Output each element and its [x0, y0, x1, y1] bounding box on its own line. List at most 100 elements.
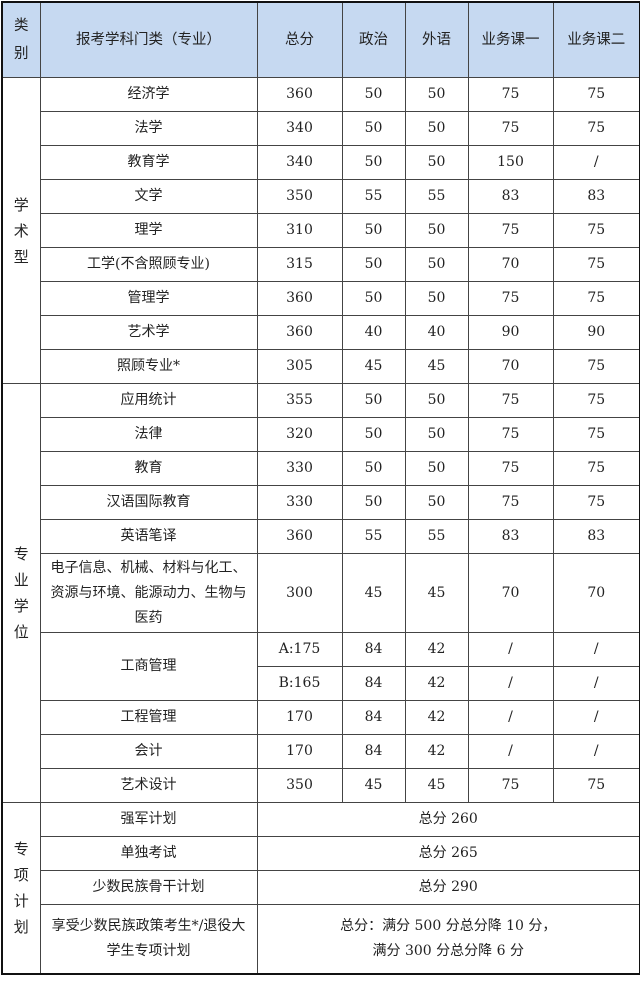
table-row: 文学 350 55 55 83 83 — [2, 179, 640, 214]
politics-cell: 50 — [341, 145, 406, 180]
header-subject: 报考学科门类（专业） — [39, 1, 258, 78]
total-cell: 350 — [256, 768, 343, 803]
table-row: 工程管理 170 84 42// — [2, 700, 640, 735]
subject-cell: 照顾专业* — [39, 349, 258, 384]
total-cell: B:165 — [256, 666, 343, 701]
table-row: 少数民族骨干计划 总分 290 — [2, 870, 640, 905]
course2-cell: 75 — [552, 281, 640, 316]
subject-cell: 汉语国际教育 — [39, 485, 258, 520]
total-cell: 170 — [256, 734, 343, 769]
subject-cell: 经济学 — [39, 77, 258, 112]
politics-cell: 50 — [341, 485, 406, 520]
foreign-language-cell: 50 — [404, 485, 469, 520]
politics-cell: 50 — [341, 383, 406, 418]
politics-cell: 50 — [341, 417, 406, 452]
table-body: 学术型 经济学 360 50 50 75 75 法学 340 50 50 75 75 教育学 340 50 50… — [1, 77, 640, 975]
course2-cell: / — [552, 145, 640, 180]
foreign-language-cell: 50 — [404, 383, 469, 418]
politics-cell: 84 — [341, 734, 406, 769]
course2-cell: 83 — [552, 519, 640, 554]
total-cell: 170 — [256, 700, 343, 735]
course1-cell: 75 — [467, 281, 554, 316]
category-cell: 学术型 — [1, 77, 41, 384]
subject-cell: 英语笔译 — [39, 519, 258, 554]
course1-cell: / — [467, 666, 554, 701]
table-row: 照顾专业* 305 45 45 70 75 — [2, 349, 640, 384]
total-cell: 360 — [256, 77, 343, 112]
politics-cell: 55 — [341, 519, 406, 554]
requirement-cell: 总分 265 — [256, 836, 640, 871]
table-row: B:165 84 42// — [2, 666, 640, 701]
header-row: 类别 报考学科门类（专业） 总分 政治 外语 业务课一 业务课二 — [1, 1, 640, 78]
foreign-language-cell: 50 — [404, 281, 469, 316]
foreign-language-cell: 50 — [404, 417, 469, 452]
foreign-language-cell: 45 — [404, 553, 469, 633]
subject-cell: 法律 — [39, 417, 258, 452]
politics-cell: 45 — [341, 349, 406, 384]
foreign-language-cell: 45 — [404, 349, 469, 384]
table-row: 单独考试 总分 265 — [2, 836, 640, 871]
table-row: 英语笔译 360 55 55 83 83 — [2, 519, 640, 554]
total-cell: 360 — [256, 315, 343, 350]
header-politics: 政治 — [341, 1, 406, 78]
course1-cell: 75 — [467, 111, 554, 146]
course1-cell: 75 — [467, 383, 554, 418]
total-cell: 300 — [256, 553, 343, 633]
politics-cell: 50 — [341, 77, 406, 112]
total-cell: 310 — [256, 213, 343, 248]
table-row: 会计 170 84 42// — [2, 734, 640, 769]
course2-cell: 75 — [552, 451, 640, 486]
foreign-language-cell: 42 — [404, 734, 469, 769]
table-row: 工商管理 A:175 84 42// — [2, 632, 640, 701]
subject-cell: 艺术设计 — [39, 768, 258, 803]
table-row: 学术型 经济学 360 50 50 75 75 — [1, 77, 640, 384]
course2-cell: 75 — [552, 111, 640, 146]
course1-cell: / — [467, 734, 554, 769]
table-row: 电子信息、机械、材料与化工、资源与环境、能源动力、生物与医药 300 45 45 70 7… — [2, 553, 640, 633]
politics-cell: 45 — [341, 553, 406, 633]
total-cell: A:175 — [256, 632, 343, 667]
category-cell: 专业学位 — [1, 383, 41, 803]
category-cell: 专项计划 — [1, 802, 41, 975]
course2-cell: 75 — [552, 247, 640, 282]
table-row: 法律 320 50 50 75 75 — [2, 417, 640, 452]
course1-cell: 70 — [467, 247, 554, 282]
course1-cell: 70 — [467, 553, 554, 633]
subject-cell: 单独考试 — [39, 836, 258, 871]
table-row: 专项计划 强军计划 总分 260 — [1, 802, 640, 975]
politics-cell: 40 — [341, 315, 406, 350]
subject-cell: 教育 — [39, 451, 258, 486]
course1-cell: 83 — [467, 519, 554, 554]
header-course1: 业务课一 — [467, 1, 554, 78]
total-cell: 355 — [256, 383, 343, 418]
table-row: 专业学位 应用统计 355 50 50 75 75 — [1, 383, 640, 803]
table-row: 艺术学 360 40 40 90 90 — [2, 315, 640, 350]
total-cell: 305 — [256, 349, 343, 384]
table-row: 艺术设计 350 45 45 75 75 — [2, 768, 640, 803]
foreign-language-cell: 42 — [404, 700, 469, 735]
politics-cell: 50 — [341, 213, 406, 248]
table-row: 管理学 360 50 50 75 75 — [2, 281, 640, 316]
course1-cell: / — [467, 700, 554, 735]
foreign-language-cell: 50 — [404, 451, 469, 486]
course1-cell: 83 — [467, 179, 554, 214]
header-foreign-language: 外语 — [404, 1, 469, 78]
course2-cell: 70 — [552, 553, 640, 633]
course2-cell: / — [552, 666, 640, 701]
politics-cell: 50 — [341, 111, 406, 146]
requirement-cell: 总分 290 — [256, 870, 640, 905]
course2-cell: 75 — [552, 77, 640, 112]
politics-cell: 50 — [341, 281, 406, 316]
subject-cell: 少数民族骨干计划 — [39, 870, 258, 905]
course1-cell: 70 — [467, 349, 554, 384]
subject-cell: 享受少数民族政策考生*/退役大学生专项计划 — [39, 904, 258, 975]
course1-cell: / — [467, 632, 554, 667]
header-total: 总分 — [256, 1, 343, 78]
subject-cell: 应用统计 — [39, 383, 258, 418]
course2-cell: / — [552, 632, 640, 667]
table-row: 教育学 340 50 50 150/ — [2, 145, 640, 180]
politics-cell: 84 — [341, 700, 406, 735]
table-row: 理学 310 50 50 75 75 — [2, 213, 640, 248]
total-cell: 330 — [256, 485, 343, 520]
subject-cell: 强军计划 — [39, 802, 258, 837]
